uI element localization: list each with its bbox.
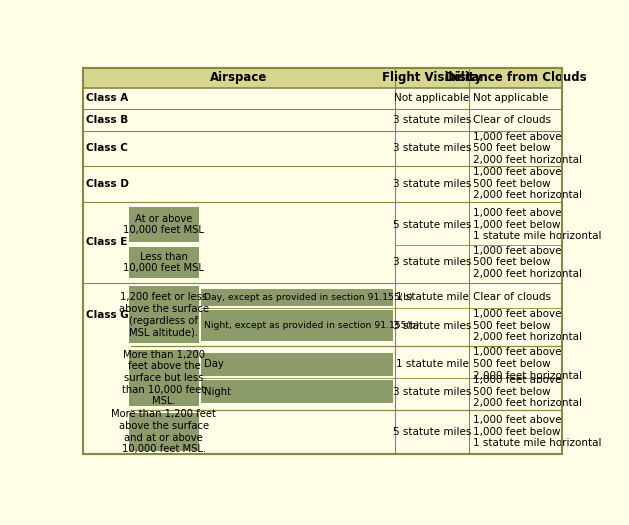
Text: More than 1,200 feet
above the surface
and at or above
10,000 feet MSL.: More than 1,200 feet above the surface a… [111,410,216,454]
Text: 1,000 feet above
1,000 feet below
1 statute mile horizontal: 1,000 feet above 1,000 feet below 1 stat… [473,208,601,242]
Text: 3 statute miles: 3 statute miles [393,115,471,125]
Text: Airspace: Airspace [210,71,267,84]
Bar [82,166,562,202]
Text: 3 statute miles: 3 statute miles [393,321,471,331]
Text: Class E: Class E [86,237,128,247]
Text: 1 statute mile: 1 statute mile [396,292,469,302]
Bar [201,352,393,375]
Text: 1,200 feet or less
above the surface
(regardless of
MSL altitude).: 1,200 feet or less above the surface (re… [119,292,209,337]
Text: 1,000 feet above
500 feet below
2,000 feet horizontal: 1,000 feet above 500 feet below 2,000 fe… [473,348,582,381]
Text: Clear of clouds: Clear of clouds [473,115,551,125]
Bar [129,207,199,243]
Bar [201,289,393,306]
Text: 1,000 feet above
500 feet below
2,000 feet horizontal: 1,000 feet above 500 feet below 2,000 fe… [473,132,582,165]
Text: Clear of clouds: Clear of clouds [473,292,551,302]
Bar [129,286,199,343]
Text: 5 statute miles: 5 statute miles [393,427,471,437]
Text: 1,000 feet above
1,000 feet below
1 statute mile horizontal: 1,000 feet above 1,000 feet below 1 stat… [473,415,601,448]
Text: Day, except as provided in section 91.155(b): Day, except as provided in section 91.15… [204,292,413,301]
Text: Night: Night [204,387,231,397]
Bar [129,247,199,278]
Text: 1,000 feet above
500 feet below
2,000 feet horizontal: 1,000 feet above 500 feet below 2,000 fe… [473,375,582,408]
Text: Class G: Class G [86,310,129,320]
Text: 1,000 feet above
500 feet below
2,000 feet horizontal: 1,000 feet above 500 feet below 2,000 fe… [473,246,582,279]
Text: Not applicable: Not applicable [473,93,548,103]
Bar [82,109,562,131]
Bar [201,310,393,341]
Bar [82,88,562,109]
Text: 3 statute miles: 3 statute miles [393,387,471,397]
Text: 1,000 feet above
500 feet below
2,000 feet horizontal: 1,000 feet above 500 feet below 2,000 fe… [473,167,582,201]
Bar [201,380,393,403]
Text: Flight Visibility: Flight Visibility [382,71,482,84]
Text: 3 statute miles: 3 statute miles [393,143,471,153]
Text: Night, except as provided in section 91.155(b): Night, except as provided in section 91.… [204,321,420,330]
Text: Class C: Class C [86,143,128,153]
Text: Class D: Class D [86,179,129,189]
Text: 3 statute miles: 3 statute miles [393,257,471,267]
Text: At or above
10,000 feet MSL: At or above 10,000 feet MSL [123,214,204,236]
Text: 1,000 feet above
500 feet below
2,000 feet horizontal: 1,000 feet above 500 feet below 2,000 fe… [473,309,582,342]
Text: Distance from Clouds: Distance from Clouds [445,71,586,84]
Text: 1 statute mile: 1 statute mile [396,359,469,369]
Bar [129,350,199,406]
Bar [82,68,562,88]
Text: 3 statute miles: 3 statute miles [393,179,471,189]
Text: More than 1,200
feet above the
surface but less
than 10,000 feet
MSL.: More than 1,200 feet above the surface b… [122,350,206,406]
Bar [82,283,562,454]
Bar [82,131,562,166]
Bar [82,202,562,283]
Text: Class B: Class B [86,115,128,125]
Text: Day: Day [204,359,224,369]
Text: 5 statute miles: 5 statute miles [393,219,471,230]
Text: Not applicable: Not applicable [394,93,470,103]
Bar [129,413,199,451]
Text: Class A: Class A [86,93,128,103]
Text: Less than
10,000 feet MSL: Less than 10,000 feet MSL [123,251,204,273]
